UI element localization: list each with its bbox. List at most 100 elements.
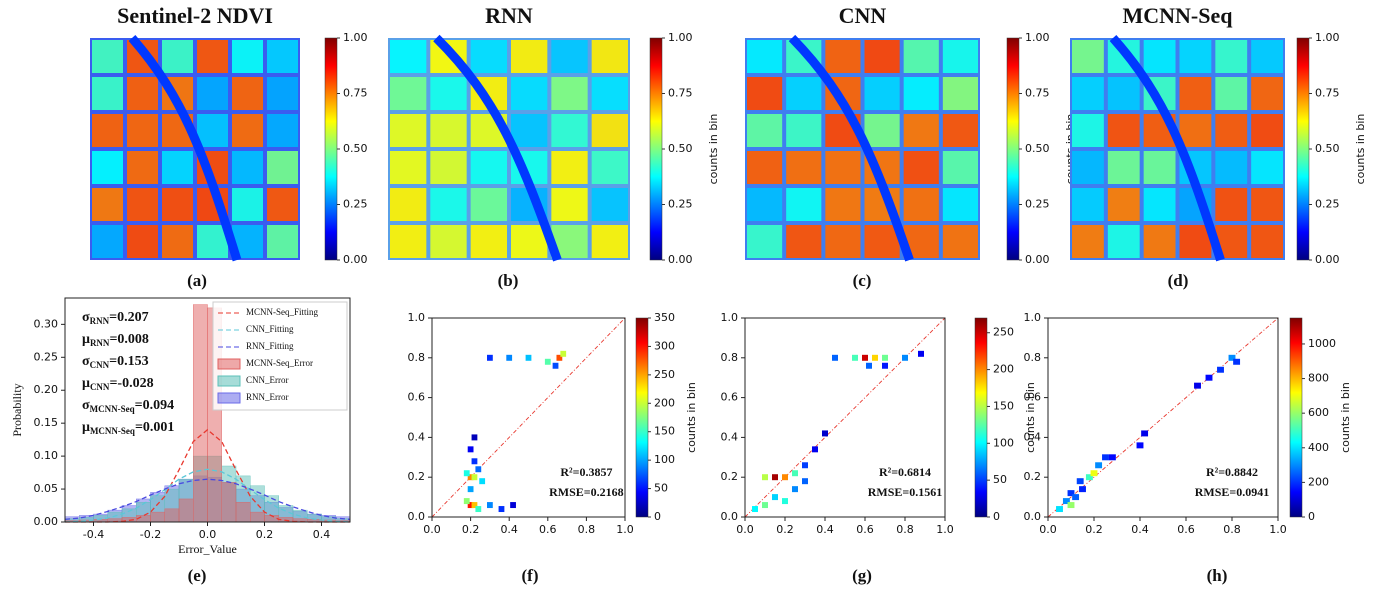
- map-field: [1143, 188, 1176, 221]
- map-field: [942, 77, 978, 110]
- legend-label: MCNN-Seq_Fitting: [246, 307, 319, 317]
- map-field: [197, 40, 228, 73]
- map-field: [864, 225, 900, 258]
- map-field: [162, 151, 193, 184]
- x-tick-label: 0.0: [199, 528, 217, 541]
- density-cell: [1072, 494, 1080, 501]
- density-cell: [782, 498, 788, 505]
- colorbar-tick-label: 200: [654, 396, 675, 409]
- stat-symbol: μ: [82, 420, 90, 435]
- map-river: [788, 34, 914, 262]
- colorbar-tick-label: 0.00: [668, 253, 693, 266]
- stat-symbol: μ: [82, 332, 90, 347]
- map-field: [903, 151, 939, 184]
- map-field: [162, 188, 193, 221]
- stat-value: =0.207: [109, 310, 148, 325]
- map-field: [92, 151, 123, 184]
- colorbar-tick-label: 0.75: [668, 87, 693, 100]
- x-tick-label: 0.6: [1177, 523, 1195, 536]
- map-field: [903, 188, 939, 221]
- map-field: [942, 151, 978, 184]
- density-cell: [1141, 430, 1149, 437]
- colorbar-tick-label: 1.00: [1025, 31, 1050, 44]
- identity-line: [1047, 317, 1279, 518]
- colorbar-tick-label: 1.00: [668, 31, 693, 44]
- colorbar-tick-label: 200: [1308, 475, 1329, 488]
- map-field: [1215, 40, 1248, 73]
- colorbar-label: counts in bin: [1354, 114, 1367, 185]
- x-tick-label: 0.0: [1039, 523, 1057, 536]
- legend-box: [212, 301, 348, 411]
- colorbar-tick-label: 0.75: [1025, 87, 1050, 100]
- density-cell: [463, 498, 470, 505]
- density-cell: [487, 502, 493, 509]
- y-tick-label: 0.25: [34, 350, 59, 363]
- stat-symbol: σ: [82, 310, 90, 325]
- map-field: [390, 188, 427, 221]
- stat-subscript: CNN: [90, 360, 110, 370]
- density-cell: [1067, 490, 1075, 497]
- panel-caption: (f): [522, 566, 539, 585]
- panel-caption: (a): [187, 271, 207, 290]
- x-tick-label: 1.0: [1269, 523, 1287, 536]
- y-tick-label: 0.8: [721, 351, 739, 364]
- map-field: [390, 114, 427, 147]
- density-cell: [802, 462, 808, 469]
- metric-annotation: R²=0.8842: [1206, 465, 1258, 479]
- colorbar-tick-label: 800: [1308, 372, 1329, 385]
- map-field: [1179, 77, 1212, 110]
- stat-annotation: μCNN=-0.028: [82, 376, 154, 392]
- map-river: [1109, 34, 1225, 262]
- map-field: [1251, 225, 1283, 258]
- density-cell: [471, 502, 478, 509]
- map-field: [232, 188, 263, 221]
- density-cell: [862, 354, 868, 361]
- axes-frame: [744, 317, 946, 518]
- colorbar-tick-label: 0.00: [343, 253, 368, 266]
- legend-swatch: [217, 358, 241, 370]
- map-field: [267, 40, 298, 73]
- map-field: [127, 77, 158, 110]
- metric-annotation: R²=0.6814: [879, 465, 931, 479]
- density-cell: [792, 486, 798, 493]
- density-cell: [556, 354, 563, 361]
- map-field: [1107, 114, 1140, 147]
- y-tick-label: 0.6: [1024, 391, 1042, 404]
- map-field: [92, 77, 123, 110]
- y-tick-label: 0.05: [34, 482, 59, 495]
- y-axis-label: Probability: [10, 383, 24, 436]
- hist-bar: [250, 511, 265, 523]
- map-field: [1143, 151, 1176, 184]
- y-tick-label: 0.2: [1024, 470, 1042, 483]
- density-cell: [510, 502, 516, 509]
- colorbar-tick-label: 0.50: [668, 142, 693, 155]
- x-tick-label: 0.2: [776, 523, 794, 536]
- panel-caption: (d): [1168, 271, 1189, 290]
- map-field: [825, 151, 861, 184]
- stat-symbol: μ: [82, 376, 90, 391]
- x-tick-label: 0.2: [462, 523, 480, 536]
- stat-subscript: CNN: [90, 382, 110, 392]
- map-field: [232, 114, 263, 147]
- colorbar-tick-label: 50: [993, 473, 1007, 486]
- map-field: [232, 77, 263, 110]
- colorbar-tick-label: 0: [993, 510, 1000, 523]
- panel-title: MCNN-Seq: [1123, 3, 1234, 28]
- map-field: [197, 114, 228, 147]
- stat-subscript: RNN: [90, 338, 110, 348]
- density-cell: [467, 502, 474, 509]
- map-field: [430, 151, 467, 184]
- x-tick-label: 0.4: [816, 523, 834, 536]
- map-field: [430, 114, 467, 147]
- map-field: [1251, 151, 1283, 184]
- map-field: [92, 40, 123, 73]
- x-tick-label: 0.4: [1131, 523, 1149, 536]
- stat-value: =-0.028: [109, 376, 153, 391]
- colorbar: [635, 317, 649, 518]
- identity-line: [431, 317, 626, 518]
- x-tick-label: 0.2: [256, 528, 274, 541]
- map-field: [825, 40, 861, 73]
- colorbar-tick-label: 0: [654, 510, 661, 523]
- map-field: [1072, 225, 1104, 258]
